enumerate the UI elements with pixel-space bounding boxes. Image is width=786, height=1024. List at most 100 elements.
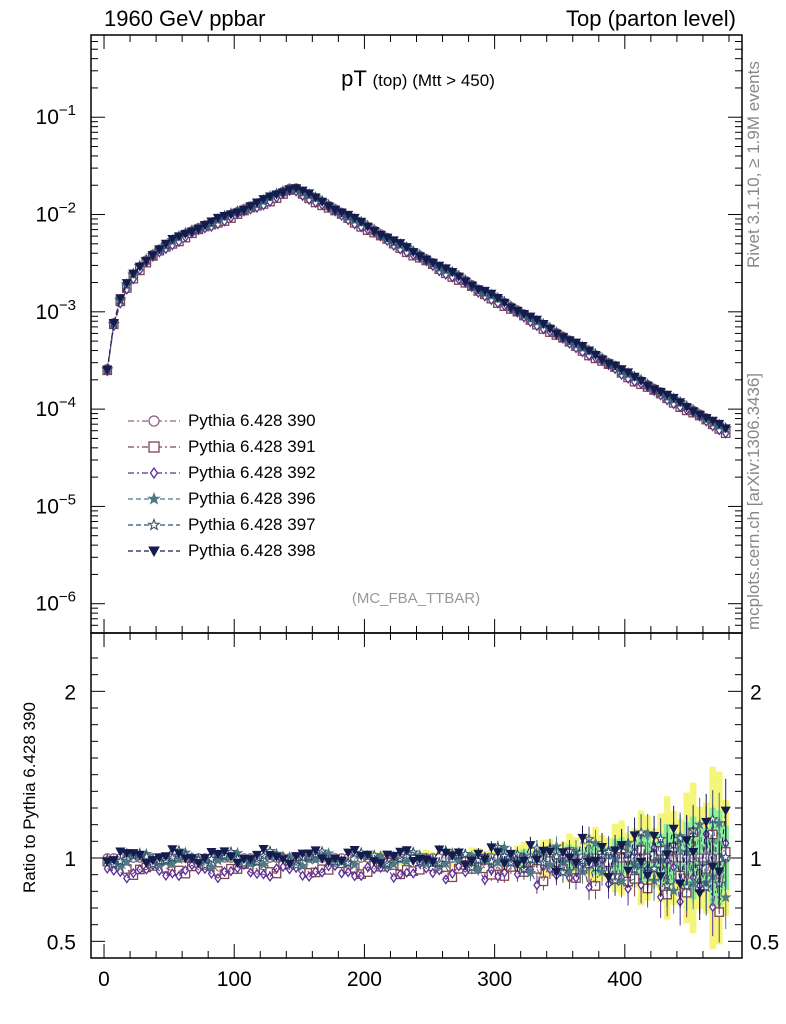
ratio-series-line: [107, 832, 727, 913]
data-point: [330, 205, 341, 215]
data-point: [147, 251, 158, 261]
data-point: [284, 185, 295, 195]
data-point: [616, 365, 627, 375]
data-point: [291, 184, 302, 194]
ratio-y-axis-label: Ratio to Pythia 6.428 390: [20, 702, 39, 893]
y-tick-label: 10−6: [36, 589, 76, 616]
legend-swatch: [128, 517, 180, 531]
data-point: [701, 818, 712, 828]
data-point: [168, 868, 177, 879]
data-point: [162, 870, 170, 882]
series-4: [101, 183, 732, 434]
data-point: [701, 413, 712, 424]
data-point: [447, 268, 458, 278]
ratio-y-tick-label-right: 1: [750, 848, 762, 871]
data-point: [279, 861, 287, 873]
data-point: [227, 865, 235, 877]
data-point: [317, 197, 328, 207]
data-point: [719, 851, 732, 863]
data-point: [479, 286, 490, 297]
legend-swatch: [128, 491, 180, 505]
data-point: [147, 491, 161, 505]
data-point: [655, 872, 666, 882]
plot-title: pT (top) (Mtt > 450): [0, 66, 786, 92]
data-point: [434, 261, 445, 271]
ratio-series-5: [102, 778, 731, 921]
x-tick-label: 300: [477, 968, 512, 991]
legend-label: Pythia 6.428 397: [188, 515, 316, 534]
y-tick-label: 10−1: [36, 102, 76, 129]
legend-swatch: [128, 441, 180, 453]
rivet-version-label: Rivet 3.1.10, ≥ 1.9M events: [744, 61, 763, 268]
data-point: [271, 190, 282, 200]
data-point: [343, 210, 354, 220]
data-point: [675, 398, 686, 408]
data-point: [551, 867, 562, 877]
data-point: [128, 269, 139, 279]
data-point: [148, 441, 160, 453]
data-point: [264, 192, 276, 202]
data-point: [720, 424, 731, 434]
data-point: [629, 831, 640, 841]
data-point: [103, 863, 112, 875]
legend-item: Pythia 6.428 398: [126, 541, 386, 561]
data-point: [427, 258, 438, 268]
y-tick-label: 10−3: [36, 297, 76, 324]
data-point: [499, 298, 510, 308]
data-point: [408, 857, 419, 867]
legend-label: Pythia 6.428 391: [188, 437, 316, 456]
data-point: [154, 245, 165, 255]
ratio-y-tick-label: 2: [64, 681, 76, 704]
data-point: [492, 294, 503, 304]
legend-item: Pythia 6.428 396: [126, 489, 386, 509]
data-point: [134, 262, 145, 272]
legend-swatch: [128, 466, 180, 480]
data-point: [114, 860, 127, 872]
data-point: [134, 850, 145, 860]
data-point: [115, 294, 126, 304]
legend-swatch: [128, 546, 180, 558]
data-point: [518, 856, 529, 866]
data-point: [121, 279, 132, 289]
data-point: [694, 410, 705, 420]
data-point: [648, 862, 661, 874]
data-point: [108, 319, 119, 329]
data-point: [623, 866, 634, 876]
data-point: [141, 256, 152, 266]
data-point: [232, 208, 243, 218]
data-point: [403, 867, 411, 878]
data-point: [110, 865, 118, 877]
data-point: [662, 390, 673, 400]
data-point: [266, 871, 274, 882]
data-point: [401, 243, 412, 253]
data-point: [258, 195, 269, 205]
data-point: [382, 233, 393, 243]
data-point: [512, 307, 523, 317]
data-point: [173, 232, 184, 242]
data-point: [180, 229, 191, 239]
data-point: [212, 213, 223, 224]
data-point: [583, 857, 595, 867]
x-tick-label: 0: [98, 968, 110, 991]
data-point: [205, 852, 218, 865]
data-point: [708, 901, 717, 913]
series-0: [102, 183, 731, 435]
data-point: [421, 255, 432, 265]
ratio-series-line: [107, 822, 727, 898]
data-point: [375, 230, 386, 241]
data-point: [166, 851, 179, 863]
data-point: [524, 866, 537, 878]
data-point: [356, 217, 367, 227]
data-point: [544, 324, 556, 334]
data-point: [245, 202, 256, 212]
y-tick-label: 10−2: [36, 200, 76, 227]
data-point: [388, 236, 399, 246]
data-series: [101, 182, 732, 943]
data-point: [453, 272, 464, 282]
data-point: [199, 221, 210, 231]
y-tick-label: 10−5: [36, 491, 76, 518]
legend-label: Pythia 6.428 392: [188, 463, 316, 482]
data-point: [453, 848, 464, 858]
legend-item: Pythia 6.428 391: [126, 437, 386, 457]
header-left-label: 1960 GeV ppbar: [104, 6, 266, 31]
